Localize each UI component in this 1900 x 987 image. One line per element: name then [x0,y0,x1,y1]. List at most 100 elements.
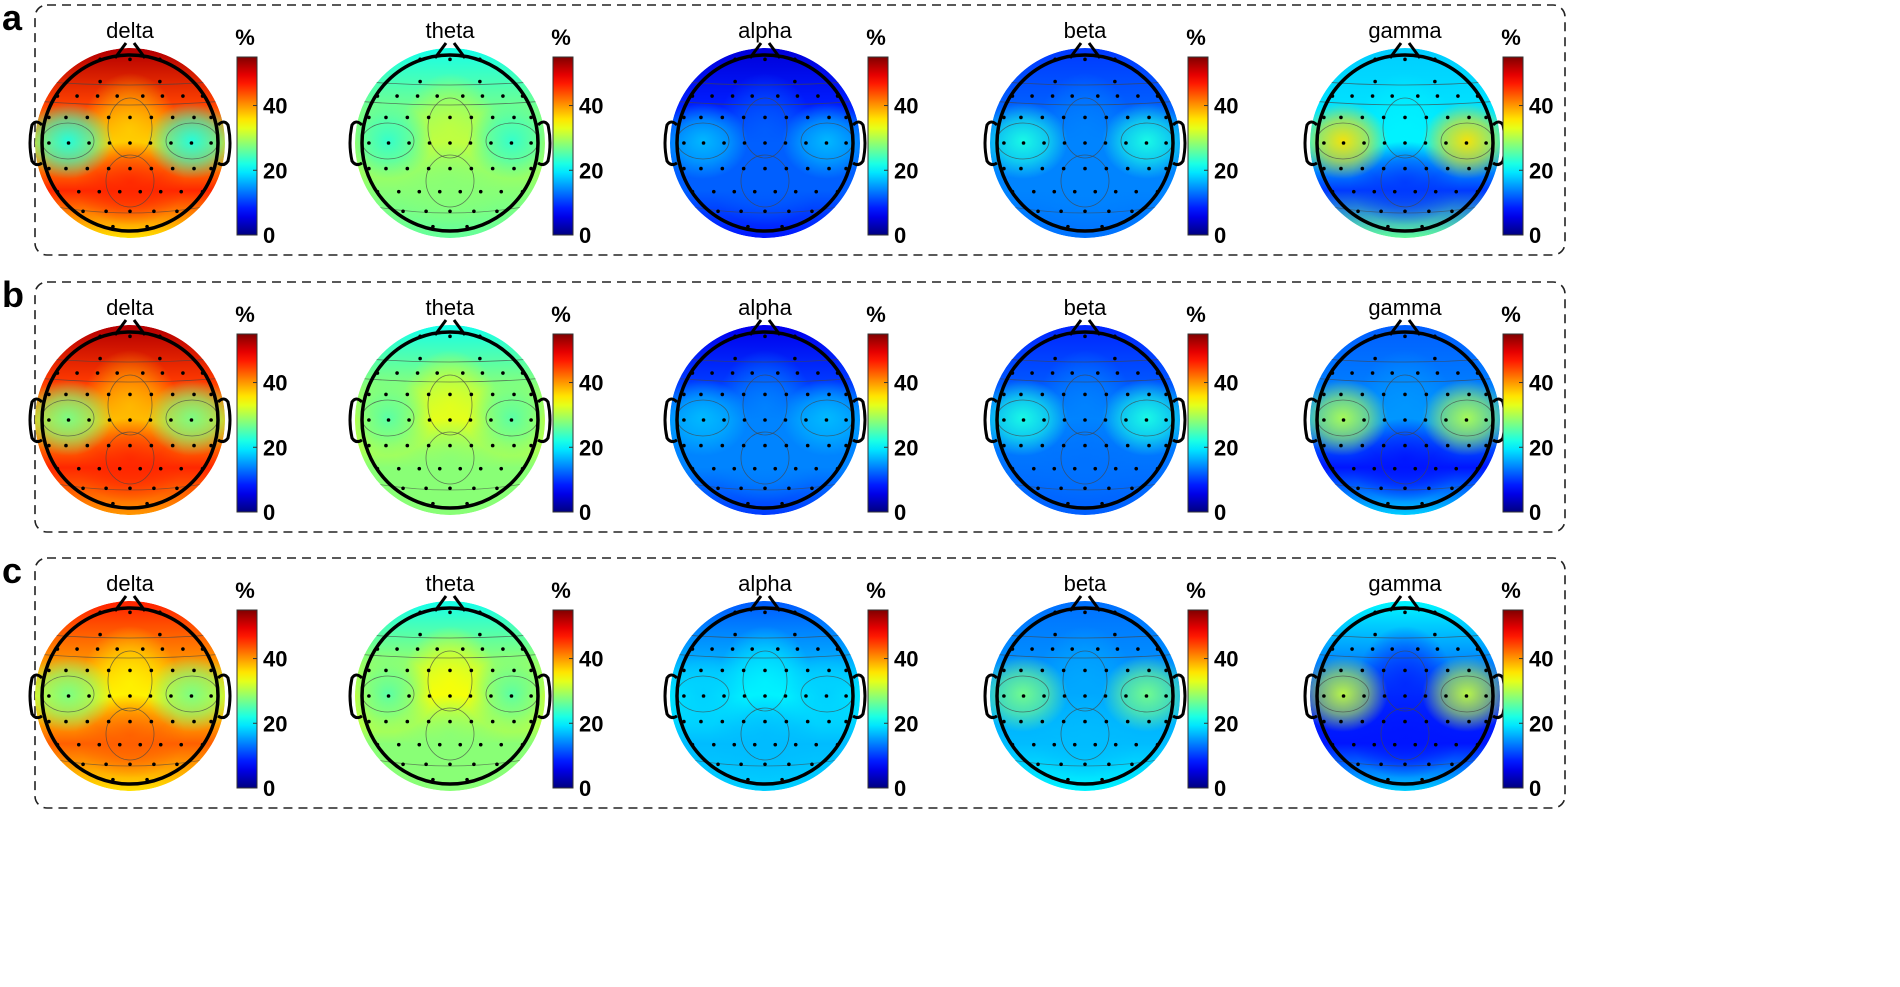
right-temporal-region [147,656,225,732]
electrode [1053,79,1057,84]
electrode [1125,668,1130,673]
electrode [529,443,533,448]
electrode [401,762,405,767]
electrode [480,94,485,98]
electrode [1413,466,1418,471]
electrode [367,115,371,120]
electrode [1330,189,1335,194]
electrode [85,392,90,397]
band-title: alpha [738,18,793,43]
electrode [1386,224,1390,229]
electrode [1373,57,1377,62]
electrode [1002,141,1006,145]
electrode [805,115,810,120]
left-ear-icon [983,120,999,167]
contour-line [425,431,475,485]
electrode [722,694,726,698]
electrode [1083,668,1087,673]
electrode [520,371,525,375]
electrode [469,668,474,673]
electrode [104,762,108,767]
electrode [417,466,422,471]
electrode [741,392,746,397]
electrode [384,115,388,120]
electrode [1339,115,1343,120]
electrode [1350,94,1354,98]
contour-line [425,154,475,208]
contour-line [742,650,788,712]
electrode [179,742,184,747]
colorbar-unit-label: % [1186,302,1206,327]
electrode [1107,486,1111,491]
electrode [367,418,371,422]
nose-icon [748,319,782,336]
electrode [1403,610,1407,615]
contour-line [107,374,153,436]
electrode [367,166,371,171]
electrode [844,141,848,145]
electrode [1379,486,1383,491]
electrode [1036,209,1040,214]
electrode [158,334,162,339]
contour-line [35,377,225,383]
colorbar-tick-label: 40 [894,94,918,119]
left-ear-icon [348,673,364,720]
topomap-b-beta: beta % 0 20 40 [983,295,1238,525]
contour-line [355,100,545,106]
electrode [158,632,162,637]
panel-frame-c [34,557,1566,809]
electrode [741,668,746,673]
electrode [426,443,431,448]
electrode [407,141,411,145]
electrode [1042,418,1046,422]
electrode [699,392,703,397]
electrode [149,166,154,171]
electrode [1424,166,1429,171]
electrode [1381,668,1386,673]
contour-line [1310,377,1500,383]
electrode [805,166,810,171]
electrode [1083,486,1087,491]
colorbar-tick-label: 0 [894,500,906,525]
electrode [375,647,380,651]
electrode [1403,334,1407,339]
electrode [804,141,808,145]
electrode [509,141,514,145]
electrode [128,334,132,339]
electrode [787,486,791,491]
electrode [106,668,111,673]
electrode [448,141,452,145]
electrode [170,166,175,171]
colorbar-unit-label: % [1501,302,1521,327]
electrode [732,742,737,747]
electrode [149,392,154,397]
electrode [431,501,435,506]
electrode [405,166,410,171]
colorbar [1502,333,1524,513]
left-ear-icon [28,397,44,444]
electrode [1467,166,1471,171]
electrode [1370,94,1375,98]
band-title: delta [106,295,154,320]
left-ear-icon [28,120,44,167]
electrode [128,57,132,62]
colorbar-unit-label: % [551,25,571,50]
head-outline [1315,53,1495,233]
left-temporal-region [990,380,1068,456]
electrode [763,486,767,491]
colorbar-tick-label: 40 [1529,647,1553,672]
electrode [1136,647,1140,651]
electrode [1010,189,1015,194]
electrode [1104,392,1109,397]
electrode [87,141,91,145]
electrode [1107,209,1111,214]
electrode [417,742,422,747]
electrode [1381,719,1386,724]
electrode [1019,719,1023,724]
nose-icon [1068,319,1102,336]
electrode [1403,694,1407,698]
electrode [1019,668,1023,673]
electrode [200,742,205,747]
electrode [1356,486,1360,491]
electrode [1040,443,1045,448]
